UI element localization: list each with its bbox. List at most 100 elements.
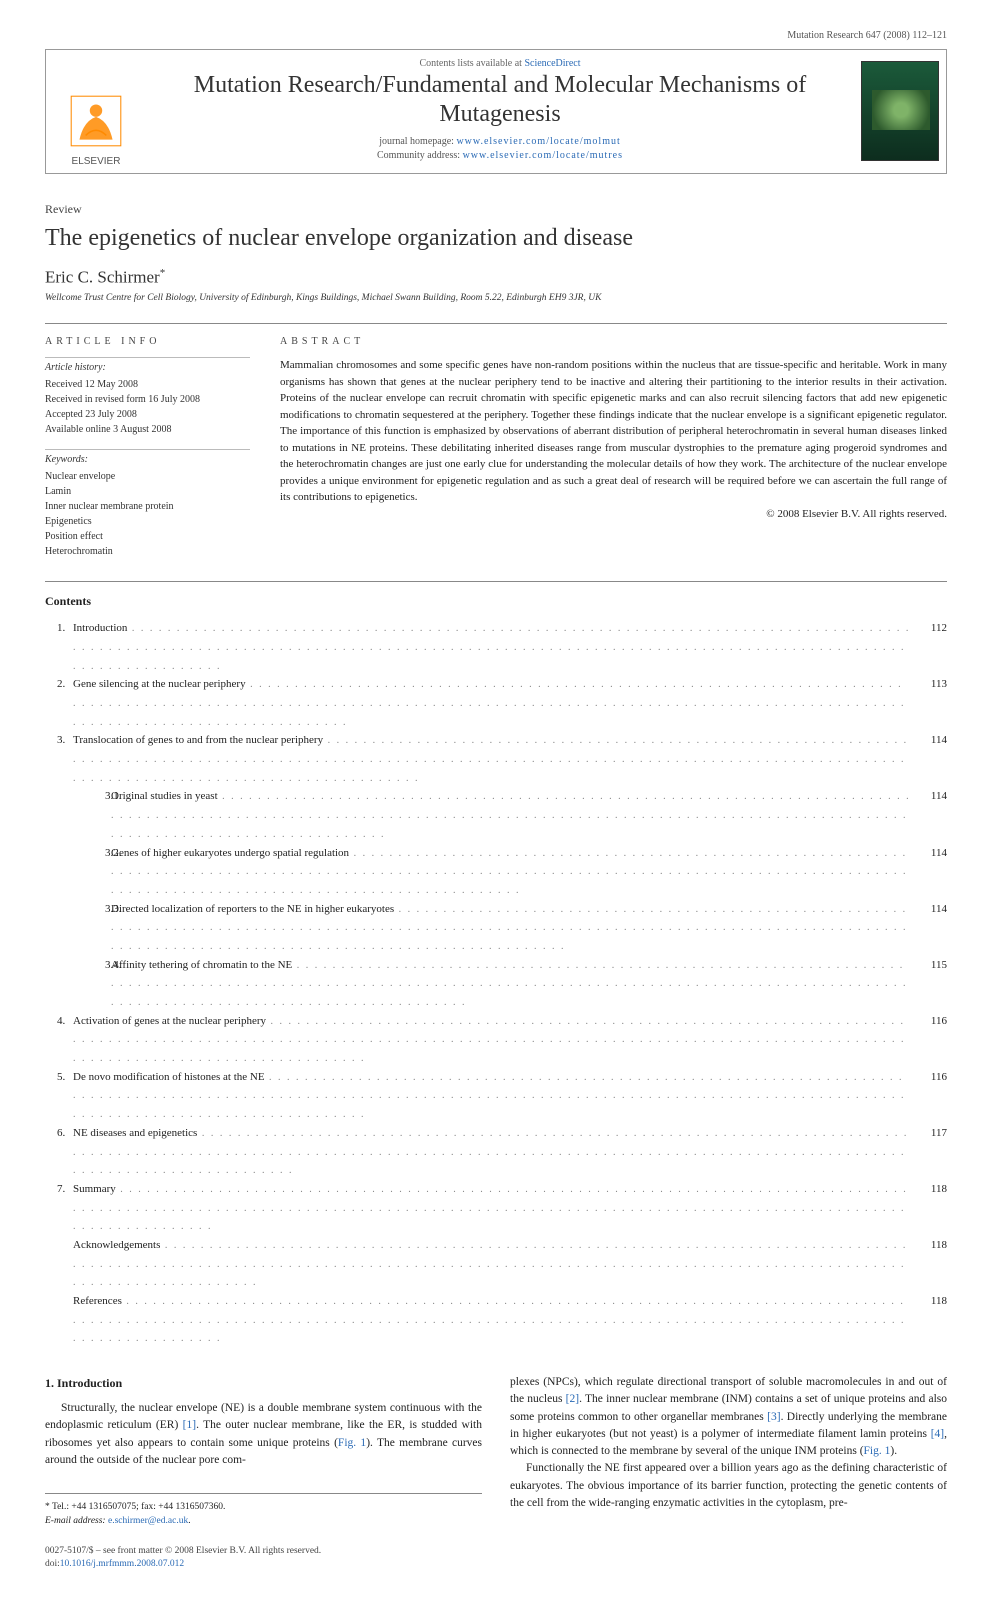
journal-links: journal homepage: www.elsevier.com/locat… bbox=[152, 135, 848, 163]
corresponding-tel: * Tel.: +44 1316507075; fax: +44 1316507… bbox=[45, 1500, 482, 1514]
toc-num: 6. bbox=[45, 1124, 73, 1180]
toc-title: Genes of higher eukaryotes undergo spati… bbox=[111, 844, 911, 900]
footnote-block: * Tel.: +44 1316507075; fax: +44 1316507… bbox=[45, 1493, 482, 1529]
toc-subnum: 3.3. bbox=[73, 900, 111, 956]
abstract-text: Mammalian chromosomes and some specific … bbox=[280, 357, 947, 506]
article-title: The epigenetics of nuclear envelope orga… bbox=[45, 223, 947, 253]
masthead-center: Contents lists available at ScienceDirec… bbox=[146, 50, 854, 173]
toc-page: 114 bbox=[911, 731, 947, 787]
contents-prefix: Contents lists available at bbox=[419, 58, 524, 69]
toc-num: 4. bbox=[45, 1012, 73, 1068]
contents-heading: Contents bbox=[45, 594, 947, 609]
email-link[interactable]: e.schirmer@ed.ac.uk bbox=[108, 1516, 188, 1526]
toc-title: Directed localization of reporters to th… bbox=[111, 900, 911, 956]
footer-copyright: 0027-5107/$ – see front matter © 2008 El… bbox=[45, 1545, 947, 1558]
toc-title: Summary bbox=[73, 1180, 911, 1236]
author-marker: * bbox=[160, 267, 166, 279]
toc-page: 114 bbox=[911, 787, 947, 843]
journal-name: Mutation Research/Fundamental and Molecu… bbox=[152, 71, 848, 129]
abstract-heading: ABSTRACT bbox=[280, 336, 947, 347]
publisher-name: ELSEVIER bbox=[72, 156, 121, 167]
toc-subnum: 3.4. bbox=[73, 956, 111, 1012]
toc-title: Original studies in yeast bbox=[111, 787, 911, 843]
article-info-column: ARTICLE INFO Article history: Received 1… bbox=[45, 336, 250, 559]
citation-link[interactable]: [1] bbox=[183, 1419, 196, 1431]
figure-link[interactable]: Fig. 1 bbox=[864, 1445, 891, 1457]
body-text-span: ). bbox=[890, 1445, 897, 1457]
figure-link[interactable]: Fig. 1 bbox=[338, 1437, 366, 1449]
toc-page: 118 bbox=[911, 1236, 947, 1292]
citation-link[interactable]: [3] bbox=[767, 1411, 780, 1423]
history-line: Available online 3 August 2008 bbox=[45, 422, 250, 437]
divider-mid bbox=[45, 581, 947, 582]
contents-section: Contents 1.Introduction1122.Gene silenci… bbox=[45, 594, 947, 1348]
journal-cover-icon bbox=[861, 61, 939, 161]
toc-row: Acknowledgements118 bbox=[45, 1236, 947, 1292]
citation-link[interactable]: [4] bbox=[931, 1428, 944, 1440]
keyword: Lamin bbox=[45, 484, 250, 499]
body-text: 1. Introduction Structurally, the nuclea… bbox=[45, 1374, 947, 1529]
toc-num bbox=[45, 1236, 73, 1292]
author-text: Eric C. Schirmer bbox=[45, 267, 160, 286]
toc-page: 113 bbox=[911, 675, 947, 731]
toc-title: References bbox=[73, 1292, 911, 1348]
toc-row: 3.1.Original studies in yeast114 bbox=[45, 787, 947, 843]
history-line: Received 12 May 2008 bbox=[45, 377, 250, 392]
toc-page: 118 bbox=[911, 1180, 947, 1236]
keyword: Epigenetics bbox=[45, 514, 250, 529]
community-link[interactable]: www.elsevier.com/locate/mutres bbox=[463, 150, 623, 161]
toc-title: Gene silencing at the nuclear periphery bbox=[73, 675, 911, 731]
toc-row: 3.3.Directed localization of reporters t… bbox=[45, 900, 947, 956]
toc-num bbox=[45, 956, 73, 1012]
author-name: Eric C. Schirmer* bbox=[45, 267, 947, 288]
toc-num: 2. bbox=[45, 675, 73, 731]
abstract-column: ABSTRACT Mammalian chromosomes and some … bbox=[280, 336, 947, 559]
toc-row: References118 bbox=[45, 1292, 947, 1348]
toc-row: 4.Activation of genes at the nuclear per… bbox=[45, 1012, 947, 1068]
toc-title: De novo modification of histones at the … bbox=[73, 1068, 911, 1124]
toc-num bbox=[45, 844, 73, 900]
email-suffix: . bbox=[188, 1516, 190, 1526]
community-label: Community address: bbox=[377, 150, 463, 161]
sciencedirect-link[interactable]: ScienceDirect bbox=[524, 58, 580, 69]
toc-table: 1.Introduction1122.Gene silencing at the… bbox=[45, 619, 947, 1348]
article-info-block: Article history: Received 12 May 2008 Re… bbox=[45, 357, 250, 559]
toc-num: 5. bbox=[45, 1068, 73, 1124]
toc-page: 117 bbox=[911, 1124, 947, 1180]
body-paragraph: Functionally the NE first appeared over … bbox=[510, 1460, 947, 1512]
keyword: Heterochromatin bbox=[45, 544, 250, 559]
toc-row: 6.NE diseases and epigenetics117 bbox=[45, 1124, 947, 1180]
masthead: ELSEVIER Contents lists available at Sci… bbox=[45, 49, 947, 174]
footer-doi-line: doi:10.1016/j.mrfmmm.2008.07.012 bbox=[45, 1558, 947, 1571]
elsevier-logo-icon bbox=[65, 90, 127, 152]
email-label: E-mail address: bbox=[45, 1516, 106, 1526]
toc-title: NE diseases and epigenetics bbox=[73, 1124, 911, 1180]
homepage-link[interactable]: www.elsevier.com/locate/molmut bbox=[456, 136, 620, 147]
section-1-heading: 1. Introduction bbox=[45, 1374, 482, 1392]
toc-subnum: 3.1. bbox=[73, 787, 111, 843]
toc-num: 7. bbox=[45, 1180, 73, 1236]
toc-num: 1. bbox=[45, 619, 73, 675]
toc-title: Translocation of genes to and from the n… bbox=[73, 731, 911, 787]
keywords-label: Keywords: bbox=[45, 449, 250, 467]
doi-label: doi: bbox=[45, 1559, 60, 1569]
keyword: Nuclear envelope bbox=[45, 469, 250, 484]
citation-link[interactable]: [2] bbox=[566, 1393, 579, 1405]
toc-title: Introduction bbox=[73, 619, 911, 675]
history-line: Received in revised form 16 July 2008 bbox=[45, 392, 250, 407]
toc-row: 3.Translocation of genes to and from the… bbox=[45, 731, 947, 787]
toc-page: 114 bbox=[911, 844, 947, 900]
toc-num bbox=[45, 900, 73, 956]
info-abstract-row: ARTICLE INFO Article history: Received 1… bbox=[45, 336, 947, 559]
publisher-block: ELSEVIER bbox=[46, 50, 146, 173]
page-footer: 0027-5107/$ – see front matter © 2008 El… bbox=[45, 1545, 947, 1572]
toc-page: 116 bbox=[911, 1012, 947, 1068]
toc-page: 115 bbox=[911, 956, 947, 1012]
toc-row: 2.Gene silencing at the nuclear peripher… bbox=[45, 675, 947, 731]
toc-row: 1.Introduction112 bbox=[45, 619, 947, 675]
toc-row: 3.4.Affinity tethering of chromatin to t… bbox=[45, 956, 947, 1012]
doi-link[interactable]: 10.1016/j.mrfmmm.2008.07.012 bbox=[60, 1559, 184, 1569]
history-line: Accepted 23 July 2008 bbox=[45, 407, 250, 422]
divider-top bbox=[45, 323, 947, 324]
toc-row: 5.De novo modification of histones at th… bbox=[45, 1068, 947, 1124]
